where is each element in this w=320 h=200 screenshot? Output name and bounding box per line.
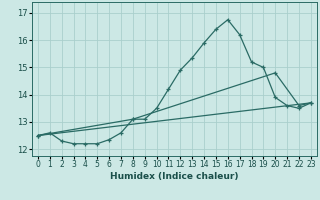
X-axis label: Humidex (Indice chaleur): Humidex (Indice chaleur) <box>110 172 239 181</box>
